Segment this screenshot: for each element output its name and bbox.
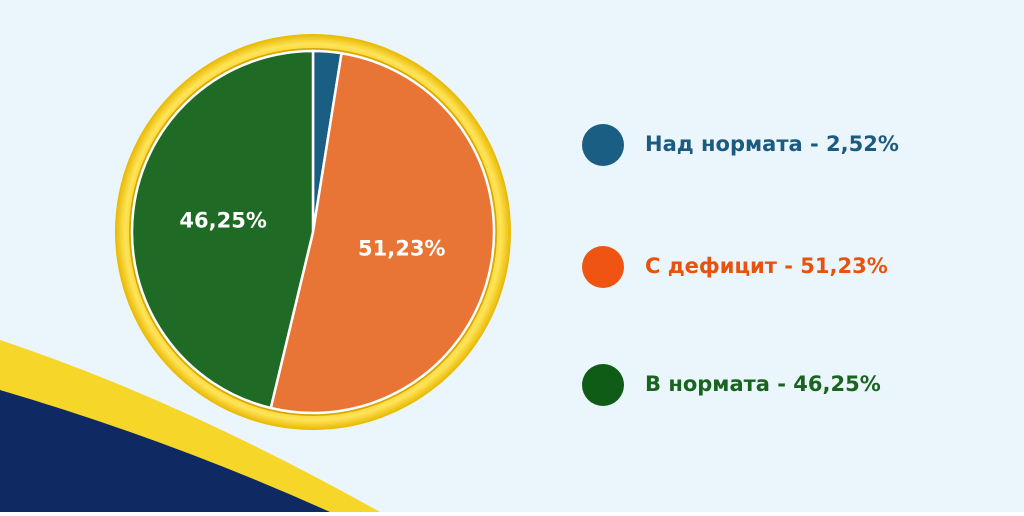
legend-label: В нормата - 46,25%: [645, 372, 881, 396]
navy-swoosh: [0, 390, 330, 512]
pie-slice: [130, 49, 315, 410]
legend-marker: [582, 246, 624, 288]
data-label: 51,23%: [358, 237, 445, 261]
data-label: 46,25%: [179, 208, 266, 232]
legend-label: Над нормата - 2,52%: [645, 132, 899, 156]
legend-label: С дефицит - 51,23%: [645, 254, 888, 278]
legend-marker: [582, 364, 624, 406]
pie-slice: [269, 51, 496, 415]
legend-marker: [582, 124, 624, 166]
